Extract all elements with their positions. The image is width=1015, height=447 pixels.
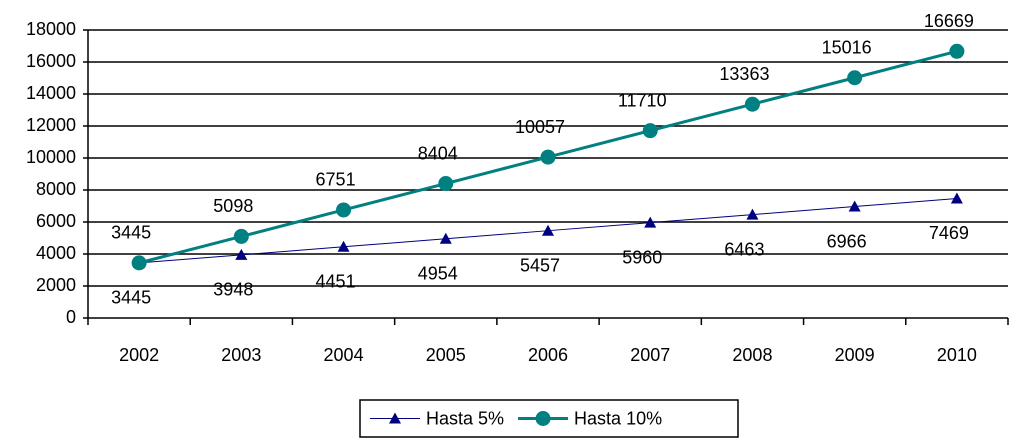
data-label: 6751	[316, 170, 356, 190]
y-tick-label: 10000	[26, 147, 76, 167]
data-label: 3445	[111, 288, 151, 308]
marker	[235, 248, 248, 260]
marker	[336, 202, 352, 218]
marker	[848, 200, 861, 212]
legend-marker	[389, 412, 401, 424]
data-label: 4451	[316, 272, 356, 292]
data-label: 4954	[418, 263, 458, 283]
y-tick-label: 18000	[26, 19, 76, 39]
x-tick-label: 2002	[119, 345, 159, 365]
y-tick-label: 8000	[36, 179, 76, 199]
marker	[746, 208, 759, 220]
data-label: 16669	[924, 11, 974, 31]
x-tick-label: 2004	[324, 345, 364, 365]
y-tick-label: 0	[66, 307, 76, 327]
legend-box	[359, 399, 739, 438]
x-tick-label: 2003	[221, 345, 261, 365]
legend-label: Hasta 10%	[574, 408, 662, 428]
y-tick-label: 12000	[26, 115, 76, 135]
y-tick-label: 4000	[36, 243, 76, 263]
legend-marker	[535, 411, 551, 426]
marker	[438, 176, 454, 192]
x-tick-label: 2007	[630, 345, 670, 365]
y-tick-label: 6000	[36, 211, 76, 231]
data-label: 8404	[418, 143, 458, 163]
y-tick-label: 14000	[26, 83, 76, 103]
x-tick-label: 2008	[732, 345, 772, 365]
data-label: 10057	[515, 117, 565, 137]
marker	[950, 192, 963, 204]
x-tick-label: 2009	[835, 345, 875, 365]
marker	[233, 228, 249, 244]
marker	[949, 43, 965, 59]
marker	[540, 149, 556, 165]
data-label: 6966	[827, 231, 867, 251]
marker	[337, 240, 350, 252]
data-label: 15016	[822, 37, 872, 57]
y-tick-label: 16000	[26, 51, 76, 71]
data-label: 13363	[719, 64, 769, 84]
data-label: 3948	[213, 280, 253, 300]
x-tick-label: 2006	[528, 345, 568, 365]
marker	[131, 255, 147, 271]
legend-label: Hasta 5%	[426, 408, 504, 428]
data-label: 5960	[622, 247, 662, 267]
data-label: 7469	[929, 223, 969, 243]
data-label: 11710	[618, 90, 667, 110]
marker	[644, 216, 657, 228]
data-label: 6463	[724, 239, 764, 259]
marker	[642, 123, 658, 139]
marker	[439, 232, 452, 244]
data-label: 5098	[213, 196, 253, 216]
x-tick-label: 2005	[426, 345, 466, 365]
x-tick-label: 2010	[937, 345, 977, 365]
marker	[744, 96, 760, 112]
y-tick-label: 2000	[36, 275, 76, 295]
data-label: 3445	[111, 223, 151, 243]
marker	[847, 70, 863, 86]
marker	[542, 224, 554, 236]
data-label: 5457	[520, 255, 560, 275]
